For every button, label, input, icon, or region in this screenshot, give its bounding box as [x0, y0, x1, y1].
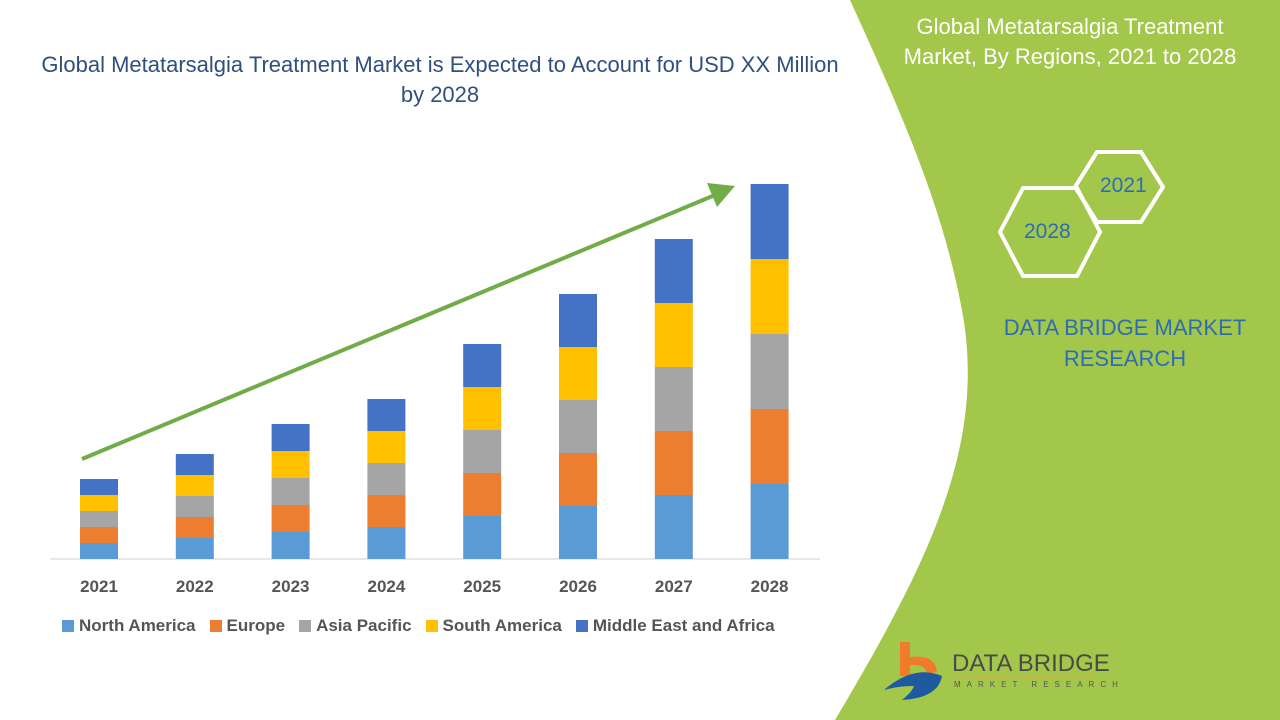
- legend-swatch: [209, 620, 222, 632]
- legend-swatch: [425, 620, 438, 632]
- bar-2022-europe: [175, 517, 214, 538]
- logo-subtext: MARKET RESEARCH: [954, 680, 1124, 689]
- bar-2025-middle-east-and-africa: [463, 344, 502, 387]
- logo-icon: [884, 642, 942, 700]
- bar-2022-middle-east-and-africa: [175, 454, 214, 475]
- bar-2021-asia-pacific: [80, 511, 118, 527]
- legend-label: Asia Pacific: [316, 616, 412, 635]
- bar-2027-north-america: [654, 495, 693, 559]
- bar-2023-asia-pacific: [271, 478, 310, 505]
- bar-2024-asia-pacific: [367, 463, 406, 495]
- bar-2024-north-america: [367, 527, 406, 559]
- bar-2027-europe: [654, 431, 693, 495]
- legend-label: South America: [442, 616, 562, 635]
- bar-2027-south-america: [654, 303, 693, 367]
- bar-2026-asia-pacific: [559, 400, 597, 453]
- trend-arrow-head: [707, 183, 735, 207]
- legend-item: North America: [62, 616, 196, 636]
- side-panel-bg: [835, 0, 1280, 720]
- bar-2028-middle-east-and-africa: [750, 184, 789, 259]
- bar-2024-south-america: [367, 431, 406, 463]
- legend-swatch: [62, 620, 74, 632]
- bar-2028-south-america: [750, 259, 789, 334]
- hexagon-2028: [997, 186, 1103, 278]
- bar-2025-europe: [463, 473, 502, 516]
- x-tick-label: 2021: [80, 577, 118, 596]
- legend-label: Middle East and Africa: [592, 616, 775, 635]
- bar-2026-europe: [559, 453, 597, 506]
- x-tick-label: 2024: [367, 577, 405, 596]
- bar-2022-south-america: [175, 475, 214, 496]
- x-tick-label: 2023: [272, 577, 310, 596]
- bar-2023-middle-east-and-africa: [271, 424, 310, 451]
- legend-item: Middle East and Africa: [575, 616, 775, 636]
- legend-label: North America: [79, 616, 196, 635]
- legend-item: Europe: [209, 616, 286, 636]
- bar-2028-europe: [750, 409, 789, 484]
- legend: North America Europe Asia Pacific South Ame…: [62, 616, 775, 636]
- bar-2024-europe: [367, 495, 406, 527]
- brand-name: DATA BRIDGE MARKET RESEARCH: [1003, 315, 1247, 371]
- legend-label: Europe: [226, 616, 286, 635]
- bar-2026-south-america: [559, 347, 597, 400]
- bar-2023-north-america: [271, 532, 310, 559]
- bar-2022-asia-pacific: [175, 496, 214, 517]
- bar-2025-south-america: [463, 387, 502, 430]
- legend-item: South America: [425, 616, 562, 636]
- legend-swatch: [299, 620, 312, 632]
- bar-2025-north-america: [463, 516, 502, 559]
- side-panel-title: Global Metatarsalgia Treatment Market, B…: [903, 14, 1237, 69]
- x-tick-label: 2027: [655, 577, 693, 596]
- hex-label-2021: 2021: [1100, 174, 1147, 197]
- x-tick-label: 2025: [463, 577, 501, 596]
- legend-swatch: [575, 620, 588, 632]
- bar-2025-asia-pacific: [463, 430, 502, 473]
- bar-2026-north-america: [559, 506, 597, 559]
- bar-2027-middle-east-and-africa: [654, 239, 693, 303]
- bar-2021-south-america: [80, 495, 118, 511]
- bar-2028-north-america: [750, 484, 789, 559]
- bar-2021-middle-east-and-africa: [80, 479, 118, 495]
- legend-item: Asia Pacific: [299, 616, 412, 636]
- bar-2028-asia-pacific: [750, 334, 789, 409]
- bar-2023-europe: [271, 505, 310, 532]
- bar-2022-north-america: [175, 538, 214, 559]
- x-tick-label: 2022: [176, 577, 214, 596]
- bar-2021-europe: [80, 527, 118, 543]
- logo-text: DATA BRIDGE: [952, 650, 1110, 677]
- trend-arrow: [81, 193, 716, 461]
- x-tick-label: 2026: [559, 577, 597, 596]
- hex-label-2028: 2028: [1024, 220, 1071, 243]
- bar-2024-middle-east-and-africa: [367, 399, 406, 431]
- bar-2026-middle-east-and-africa: [559, 294, 597, 347]
- chart-title: Global Metatarsalgia Treatment Market is…: [41, 52, 839, 107]
- bar-2027-asia-pacific: [654, 367, 693, 431]
- bar-2023-south-america: [271, 451, 310, 478]
- x-tick-label: 2028: [751, 577, 789, 596]
- bar-2021-north-america: [80, 543, 118, 559]
